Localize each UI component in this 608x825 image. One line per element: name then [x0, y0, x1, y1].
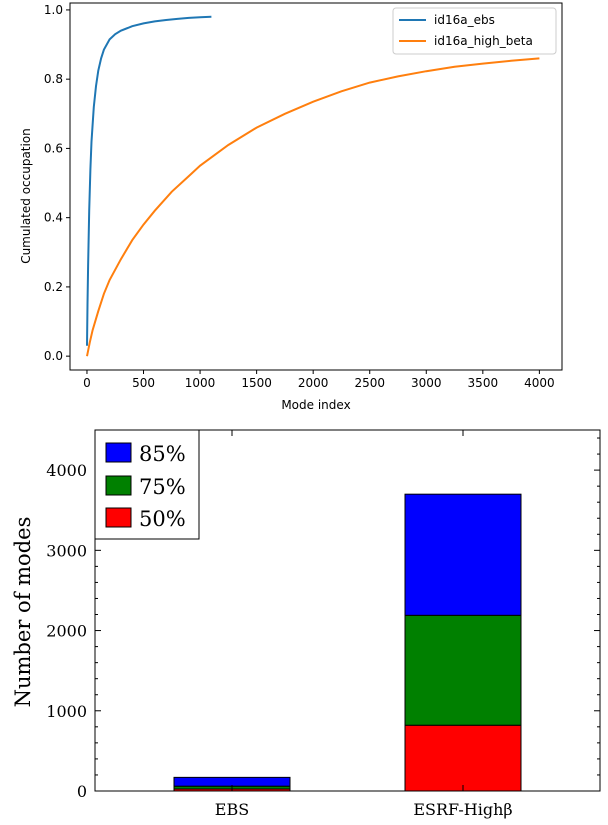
y-axis-ticks: 0.0 0.2 0.4 0.6 0.8 1.0 [44, 3, 70, 363]
line-plot-frame [69, 2, 563, 371]
legend-swatch-75 [105, 475, 132, 496]
x-tick-label: 2000 [298, 376, 329, 390]
bar-x-axis-ticks: EBS ESRF-Highβ [215, 430, 513, 819]
bar-esrf-high-50 [404, 724, 522, 792]
bar-y-tick-label: 0 [77, 782, 87, 801]
line-series-id16a-ebs [86, 15, 212, 346]
legend-swatch-85 [105, 442, 132, 463]
y-tick-label: 0.6 [44, 141, 63, 155]
x-tick-label: 500 [132, 376, 155, 390]
bar-plot-frame [94, 429, 601, 792]
bar-x-tick-label: ESRF-Highβ [413, 800, 512, 819]
x-tick-label: 2500 [354, 376, 385, 390]
bar-y-tick-label: 3000 [46, 541, 87, 560]
y-tick-label: 0.0 [44, 349, 63, 363]
bar-ebs-85 [173, 776, 291, 787]
x-tick-label: 1500 [241, 376, 272, 390]
x-axis-label: Mode index [281, 398, 350, 412]
legend-label-85: 85% [139, 442, 186, 466]
bar-esrf-high-85 [404, 493, 522, 616]
bar-y-axis-ticks: 0 1000 2000 3000 4000 [46, 437, 600, 801]
x-tick-label: 3500 [468, 376, 499, 390]
x-tick-label: 4000 [524, 376, 555, 390]
y-tick-label: 1.0 [44, 3, 63, 17]
x-axis-ticks: 0 500 1000 1500 2000 2500 3000 3500 4000 [83, 370, 555, 390]
bar-group [173, 493, 522, 792]
y-tick-label: 0.4 [44, 211, 63, 225]
line-series-group [86, 15, 540, 357]
bar-y-tick-label: 2000 [46, 622, 87, 641]
bar-y-axis-label: Number of modes [11, 517, 35, 708]
legend-label-id16a-ebs: id16a_ebs [434, 13, 495, 27]
y-tick-label: 0.8 [44, 72, 63, 86]
bar-plot: 0 1000 2000 3000 4000 EBS ESRF-Highβ Number o… [11, 429, 601, 819]
bar-x-tick-label: EBS [215, 800, 249, 819]
bar-y-tick-label: 1000 [46, 702, 87, 721]
legend-label-50: 50% [139, 507, 186, 531]
line-legend-box [392, 7, 557, 55]
bar-esrf-high-75 [404, 614, 522, 726]
x-tick-label: 0 [83, 376, 91, 390]
legend-swatch-50 [105, 507, 132, 528]
y-tick-label: 0.2 [44, 280, 63, 294]
line-plot: 0 500 1000 1500 2000 2500 3000 3500 4000 0.00.20… [19, 2, 563, 412]
legend-label-75: 75% [139, 475, 186, 499]
x-tick-label: 1000 [185, 376, 216, 390]
bar-legend: 85% 75% 50% [94, 429, 200, 540]
legend-label-id16a-high-beta: id16a_high_beta [434, 34, 533, 48]
line-series-id16a-high-beta [86, 57, 540, 357]
x-tick-label: 3000 [411, 376, 442, 390]
line-legend: id16a_ebs id16a_high_beta [392, 7, 557, 55]
bar-y-tick-label: 4000 [46, 461, 87, 480]
y-axis-label: Cumulated occupation [19, 128, 33, 264]
